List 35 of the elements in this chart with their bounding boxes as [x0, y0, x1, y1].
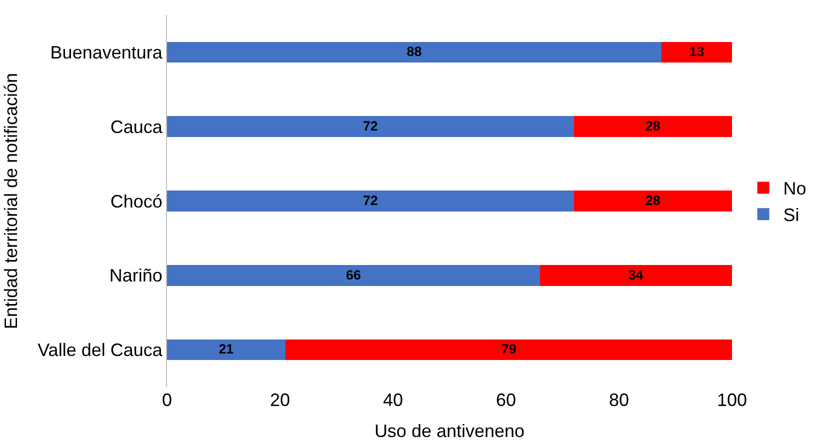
data-label: 28 — [645, 192, 661, 208]
bar — [574, 190, 732, 212]
data-label: 13 — [689, 44, 704, 60]
y-axis-title: Entidad territorial de notificación — [0, 72, 21, 330]
y-tick-label: Cauca — [110, 116, 164, 137]
legend-label: Si — [783, 205, 800, 226]
x-tick-label: 60 — [496, 390, 516, 410]
y-tick-label: Buenaventura — [50, 42, 164, 62]
x-tick-label: 40 — [382, 390, 404, 410]
bar — [574, 116, 732, 138]
y-tick-label: Valle del Cauca — [38, 340, 164, 360]
data-label: 72 — [362, 118, 378, 134]
bar — [286, 339, 732, 360]
x-tick-label: 0 — [162, 390, 172, 410]
data-label: 21 — [218, 342, 234, 357]
data-label: 34 — [628, 267, 644, 282]
data-label: 88 — [406, 44, 422, 60]
bar — [167, 264, 540, 286]
legend-label: No — [783, 178, 806, 199]
data-label: 79 — [501, 342, 516, 357]
bar — [167, 190, 574, 212]
x-tick-label: 100 — [716, 390, 748, 410]
y-tick-label: Chocó — [110, 191, 162, 212]
data-label: 28 — [645, 118, 661, 134]
data-label: 72 — [362, 192, 378, 208]
x-tick-label: 80 — [608, 390, 630, 410]
bar — [661, 42, 732, 63]
bar — [167, 42, 662, 63]
x-axis-title: Uso de antiveneno — [374, 421, 525, 442]
bar — [540, 264, 732, 286]
y-tick-label: Nariño — [109, 266, 162, 286]
x-tick-label: 20 — [270, 390, 290, 410]
bar — [167, 116, 574, 138]
bar — [167, 339, 286, 360]
data-label: 66 — [346, 267, 361, 282]
